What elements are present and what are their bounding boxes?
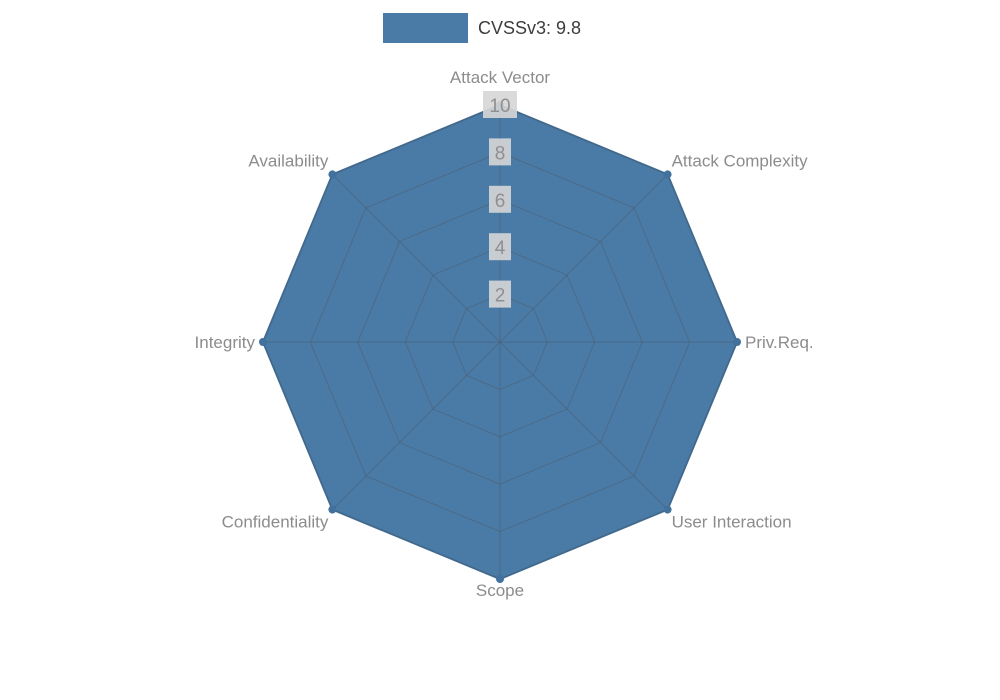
- tick-label-bg: [489, 185, 511, 213]
- grid-spoke: [499, 174, 668, 343]
- axis-label-user-interaction: User Interaction: [672, 513, 792, 532]
- series-point: [663, 170, 672, 179]
- tick-label: 10: [489, 96, 510, 117]
- series-point: [733, 338, 741, 346]
- series-point: [328, 505, 337, 514]
- axis-label-confidentiality: Confidentiality: [222, 513, 329, 532]
- tick-label: 8: [495, 143, 506, 164]
- legend: CVSSv3: 9.8: [383, 13, 581, 43]
- tick-label-bg: [489, 138, 511, 166]
- series-point: [328, 170, 337, 179]
- tick-label-bg: [489, 280, 511, 308]
- tick-label: 2: [495, 286, 506, 307]
- tick-label-bg: [483, 91, 517, 118]
- grid-spoke: [332, 174, 501, 343]
- grid-spoke: [499, 341, 668, 510]
- tick-label-bg: [489, 233, 511, 261]
- tick-label: 4: [495, 238, 506, 259]
- axis-label-attack-complexity: Attack Complexity: [672, 151, 809, 170]
- legend-label: CVSSv3: 9.8: [478, 17, 582, 38]
- axis-label-scope: Scope: [476, 581, 524, 600]
- axis-label-attack-vector: Attack Vector: [450, 68, 550, 87]
- series-point: [259, 338, 267, 346]
- grid-spoke: [332, 341, 501, 510]
- axis-label-integrity: Integrity: [195, 333, 256, 352]
- axis-label-priv-req-: Priv.Req.: [745, 333, 814, 352]
- tick-label: 6: [495, 191, 506, 212]
- series-point: [496, 575, 504, 583]
- series-point: [663, 505, 672, 514]
- axis-label-availability: Availability: [248, 151, 329, 170]
- legend-swatch-icon: [383, 13, 468, 43]
